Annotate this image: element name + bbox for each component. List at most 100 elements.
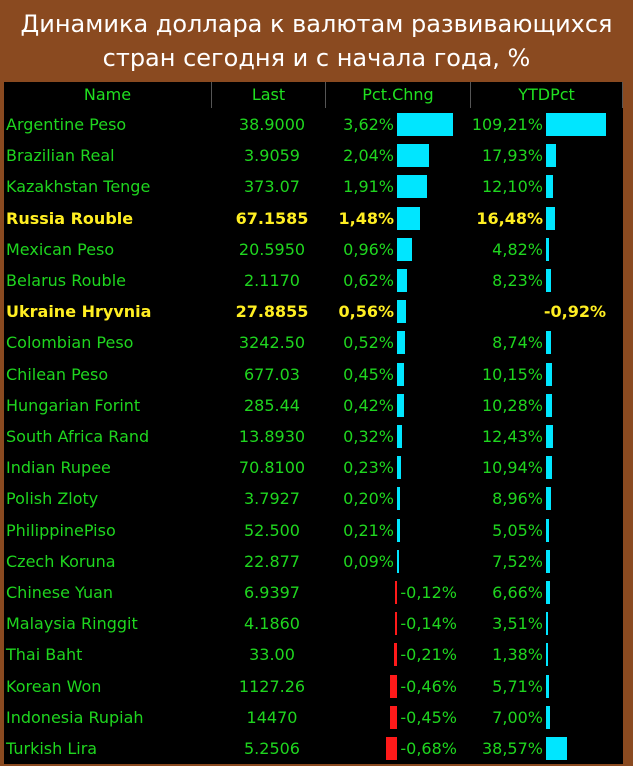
ytd-pct-bar — [546, 206, 556, 230]
pct-change-bar — [394, 612, 397, 636]
pct-change-bar — [395, 581, 397, 604]
pct-change-value: 1,91% — [343, 177, 394, 197]
last-value: 22.877 — [244, 551, 300, 571]
ytd-pct-bar — [546, 237, 549, 261]
ytd-pct-value: 10,28% — [481, 395, 543, 415]
currency-name: Malaysia Ringgit — [6, 614, 138, 634]
currency-name: Indian Rupee — [6, 458, 111, 478]
last-value: 13.8930 — [238, 427, 306, 446]
ytd-pct-value: 109,21% — [471, 115, 543, 134]
last-value: 20.5950 — [238, 239, 306, 259]
last-value: 67.1585 — [235, 208, 309, 228]
pct-change-bar — [397, 487, 401, 511]
pct-change-bar — [397, 362, 404, 386]
ytd-pct-value: 7,52% — [492, 551, 543, 571]
ytd-pct-value: 1,38% — [492, 645, 543, 665]
table-row: Hungarian Forint 285.44 0,42% 10,28% — [4, 390, 623, 421]
table-row: Indian Rupee 70.8100 0,23% 10,94% — [4, 452, 623, 483]
last-value: 2.1170 — [244, 271, 300, 290]
table-row: Malaysia Ringgit 4.1860 -0,14% 3,51% — [4, 608, 623, 639]
pct-change-value: 0,45% — [343, 364, 394, 384]
last-value: 3242.50 — [238, 333, 306, 353]
ytd-pct-value: 5,05% — [492, 520, 543, 540]
pct-change-bar — [389, 674, 397, 698]
header-name: Name — [4, 82, 212, 108]
ytd-pct-value: 8,74% — [492, 333, 543, 353]
ytd-pct-bar — [546, 113, 607, 136]
table-row: Brazilian Real 3.9059 2,04% 17,93% — [4, 140, 623, 171]
currency-name: Mexican Peso — [6, 239, 115, 259]
ytd-pct-bar — [546, 705, 550, 729]
table-row: Chinese Yuan 6.9397 -0,12% 6,66% — [4, 577, 623, 608]
ytd-pct-bar — [546, 331, 551, 355]
currency-name: Czech Koruna — [6, 551, 116, 571]
ytd-pct-value: 4,82% — [492, 239, 543, 259]
ytd-pct-value: 8,96% — [492, 489, 543, 509]
pct-change-value: 0,20% — [343, 489, 394, 509]
table-row: Turkish Lira 5.2506 -0,68% 38,57% — [4, 733, 623, 764]
ytd-pct-bar — [546, 612, 548, 636]
ytd-pct-bar — [546, 643, 548, 667]
ytd-pct-value: 3,51% — [492, 614, 543, 634]
table-row: Russia Rouble 67.1585 1,48% 16,48% — [4, 203, 623, 234]
table-row: Ukraine Hryvnia 27.8855 0,56% -0,92% — [4, 296, 623, 327]
currency-name: Argentine Peso — [6, 115, 127, 134]
table-row: Czech Koruna 22.877 0,09% 7,52% — [4, 546, 623, 577]
pct-change-value: 0,56% — [338, 302, 394, 322]
header-ytd-pct: YTDPct — [471, 82, 623, 108]
ytd-pct-value: 12,43% — [481, 427, 543, 446]
header-last: Last — [212, 82, 326, 108]
title-line-1: Динамика доллара к валютам развивающихся — [20, 10, 613, 38]
last-value: 677.03 — [244, 364, 300, 384]
currency-name: Ukraine Hryvnia — [6, 302, 152, 322]
currency-name: Polish Zloty — [6, 489, 99, 509]
currency-name: Belarus Rouble — [6, 271, 126, 290]
pct-change-value: 0,52% — [343, 333, 394, 353]
pct-change-bar — [397, 237, 412, 261]
table-row: Thai Baht 33.00 -0,21% 1,38% — [4, 639, 623, 670]
table-row: Colombian Peso 3242.50 0,52% 8,74% — [4, 327, 623, 358]
last-value: 27.8855 — [235, 302, 309, 322]
table-row: Indonesia Rupiah 14470 -0,45% 7,00% — [4, 702, 623, 733]
ytd-pct-bar — [546, 425, 553, 448]
pct-change-bar — [397, 456, 401, 480]
pct-change-value: -0,14% — [400, 614, 457, 634]
pct-change-value: 0,62% — [343, 271, 394, 290]
ytd-pct-value: 8,23% — [492, 271, 543, 290]
pct-change-bar — [397, 300, 406, 324]
currency-name: Brazilian Real — [6, 146, 115, 166]
pct-change-bar — [397, 144, 429, 168]
pct-change-bar — [393, 643, 397, 667]
pct-change-value: 0,32% — [343, 427, 394, 446]
ytd-pct-bar — [546, 456, 553, 480]
pct-change-bar — [397, 175, 427, 199]
currency-name: Russia Rouble — [6, 208, 134, 228]
currency-name: PhilippinePiso — [6, 520, 116, 540]
pct-change-bar — [390, 705, 397, 729]
title-line-2: стран сегодня и с начала года, % — [102, 44, 531, 72]
currency-name: Indonesia Rupiah — [6, 707, 144, 727]
pct-change-bar — [397, 425, 402, 448]
ytd-pct-bar — [546, 581, 550, 604]
pct-change-value: 0,09% — [343, 551, 394, 571]
last-value: 373.07 — [244, 177, 300, 197]
ytd-pct-value: 10,15% — [481, 364, 543, 384]
pct-change-value: 0,23% — [343, 458, 394, 478]
ytd-pct-bar — [546, 674, 550, 698]
ytd-pct-value: 7,00% — [492, 707, 543, 727]
ytd-pct-value: 17,93% — [481, 146, 543, 166]
ytd-pct-value: 16,48% — [476, 208, 543, 228]
last-value: 33.00 — [249, 645, 295, 665]
ytd-pct-value: 6,66% — [492, 583, 543, 602]
last-value: 38.9000 — [238, 115, 306, 134]
last-value: 52.500 — [244, 520, 300, 540]
ytd-pct-value: 5,71% — [492, 676, 543, 696]
ytd-pct-bar — [546, 269, 551, 292]
ytd-pct-value: 38,57% — [481, 739, 543, 758]
pct-change-value: -0,46% — [400, 676, 457, 696]
table-row: PhilippinePiso 52.500 0,21% 5,05% — [4, 515, 623, 546]
currency-name: South Africa Rand — [6, 427, 150, 446]
pct-change-value: 0,96% — [343, 239, 394, 259]
chart-title: Динамика доллара к валютам развивающихся… — [0, 0, 633, 80]
table-row: Chilean Peso 677.03 0,45% 10,15% — [4, 359, 623, 390]
